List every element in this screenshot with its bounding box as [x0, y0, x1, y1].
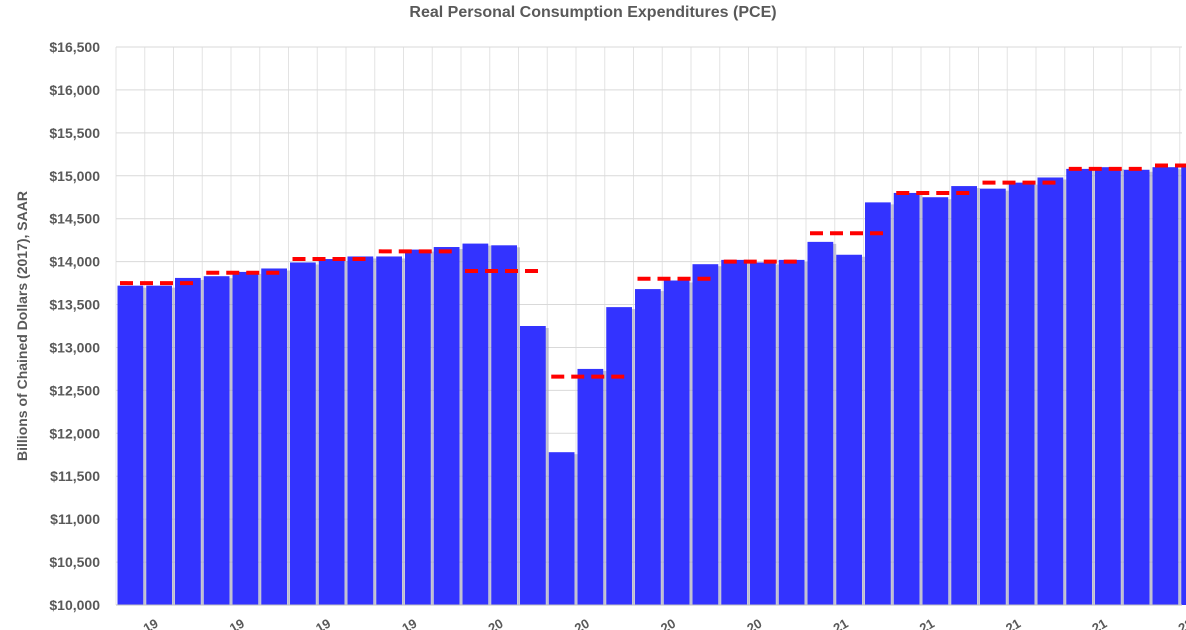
- x-tick-label: 20: [572, 616, 592, 630]
- y-tick-label: $10,000: [49, 597, 100, 613]
- bar: [232, 271, 259, 605]
- bar: [1181, 167, 1186, 605]
- bar: [1152, 167, 1179, 605]
- bar: [750, 262, 776, 605]
- bar: [146, 285, 172, 605]
- x-tick-label: 20: [658, 616, 678, 630]
- bar: [721, 259, 747, 605]
- y-tick-label: $15,000: [49, 168, 100, 184]
- bar: [692, 264, 719, 605]
- bar: [520, 326, 546, 605]
- y-tick-label: $12,000: [49, 425, 100, 441]
- x-tick-label: 21: [1089, 616, 1109, 630]
- bar: [462, 243, 489, 605]
- bar: [405, 249, 431, 605]
- bar: [606, 307, 632, 605]
- x-tick-label: 19: [141, 616, 161, 630]
- y-tick-label: $11,000: [50, 511, 100, 527]
- bar: [836, 254, 862, 606]
- bar: [577, 368, 604, 605]
- bar: [290, 262, 316, 605]
- bar: [922, 197, 949, 605]
- bar: [951, 186, 977, 605]
- bar: [203, 276, 230, 605]
- x-tick-label: 19: [227, 616, 247, 630]
- x-tick-label: 21: [917, 616, 937, 630]
- bar: [261, 268, 287, 605]
- bar: [175, 277, 201, 605]
- x-tick-label: 21: [831, 616, 851, 630]
- x-tick-label: 20: [486, 616, 506, 630]
- x-tick-label: 19: [313, 616, 333, 630]
- bar: [980, 188, 1006, 605]
- y-tick-label: $15,500: [49, 125, 100, 141]
- bar: [318, 259, 345, 605]
- x-tick-label: 22: [1176, 616, 1186, 630]
- bar: [635, 289, 661, 605]
- y-tick-label: $14,500: [49, 211, 100, 227]
- x-tick-label: 20: [744, 616, 764, 630]
- bar: [1095, 167, 1121, 605]
- bar: [1008, 182, 1035, 606]
- bar-series: [117, 167, 1186, 606]
- bar: [433, 247, 460, 605]
- bar: [865, 202, 891, 606]
- y-tick-label: $10,500: [49, 554, 100, 570]
- bar: [1066, 168, 1092, 605]
- bar: [117, 285, 144, 605]
- bar: [893, 192, 920, 605]
- bar: [376, 256, 402, 605]
- x-tick-label: 21: [1003, 616, 1023, 630]
- y-tick-label: $13,500: [49, 297, 100, 313]
- bar: [491, 245, 517, 605]
- bar: [1123, 169, 1150, 605]
- chart-title: Real Personal Consumption Expenditures (…: [409, 4, 777, 21]
- bar: [778, 259, 805, 605]
- x-tick-label: 19: [399, 616, 419, 630]
- y-tick-label: $16,500: [49, 39, 100, 55]
- bar: [548, 452, 575, 605]
- bar: [807, 241, 834, 605]
- y-tick-label: $13,000: [49, 339, 100, 355]
- y-tick-label: $11,500: [50, 468, 100, 484]
- bar: [663, 280, 690, 605]
- quarterly-average-series: [120, 163, 1186, 379]
- y-tick-label: $16,000: [49, 82, 100, 98]
- bar: [347, 256, 374, 605]
- y-tick-label: $14,000: [49, 254, 100, 270]
- bar: [1037, 177, 1064, 606]
- y-tick-label: $12,500: [49, 382, 100, 398]
